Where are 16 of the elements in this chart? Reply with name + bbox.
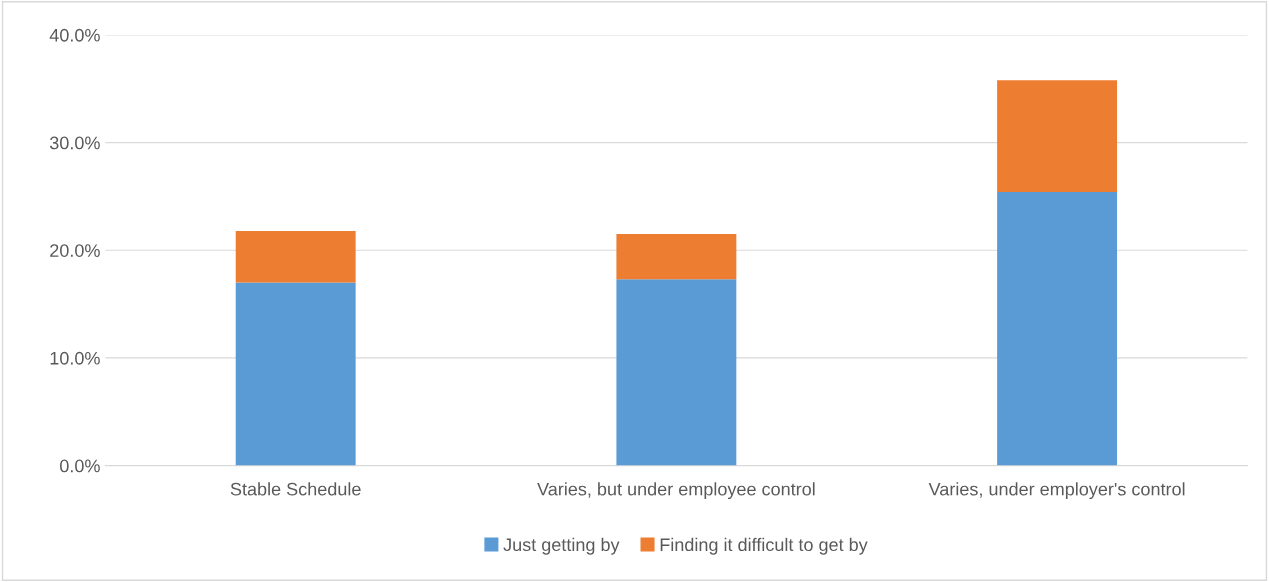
bar xyxy=(997,192,1118,466)
legend-label: Just getting by xyxy=(503,537,620,555)
y-tick-label: 40.0% xyxy=(49,28,100,42)
y-tick-label: 0.0% xyxy=(60,459,100,473)
y-tick-label: 30.0% xyxy=(49,136,100,150)
bar xyxy=(616,234,737,280)
y-tick-label: 20.0% xyxy=(50,244,100,257)
bar xyxy=(997,80,1118,193)
legend-label: Finding it difficult to get by xyxy=(660,537,868,555)
bar xyxy=(616,279,737,466)
bar xyxy=(235,282,356,466)
x-tick-label: Stable Schedule xyxy=(230,482,361,496)
x-tick-label: Varies, but under employee control xyxy=(537,482,815,500)
x-tick-label: Varies, under employer's control xyxy=(928,482,1185,500)
y-tick-label: 10.0% xyxy=(50,351,100,365)
bar xyxy=(235,230,356,283)
